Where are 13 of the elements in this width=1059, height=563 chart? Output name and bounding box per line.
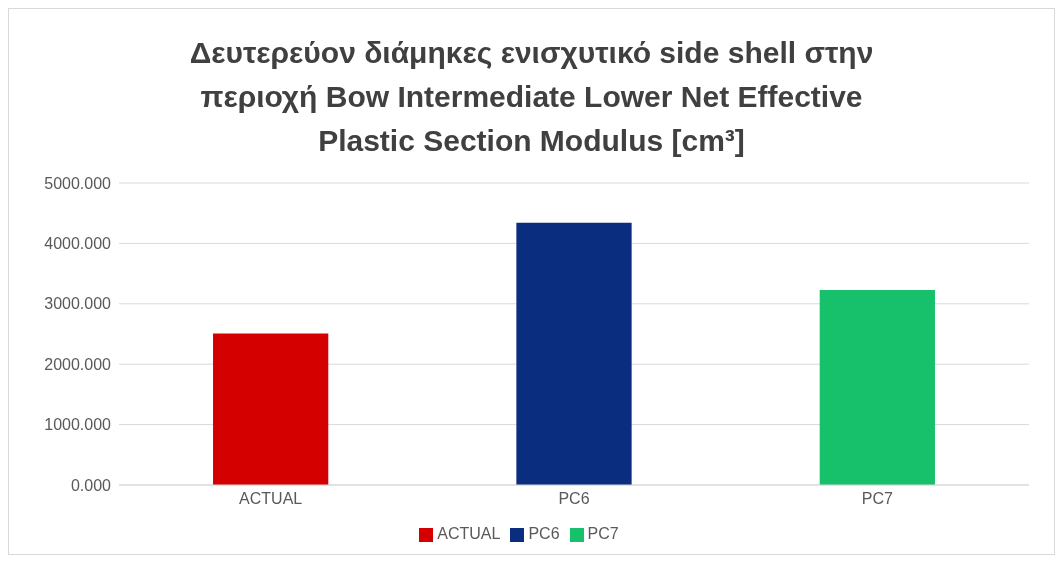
- legend-label: PC7: [587, 525, 619, 542]
- x-tick-label: ACTUAL: [239, 490, 303, 508]
- y-tick-label: 5000.000: [44, 174, 112, 192]
- y-tick-label: 2000.000: [44, 355, 112, 373]
- y-tick-label: 4000.000: [44, 235, 112, 253]
- legend-label: PC6: [528, 525, 560, 542]
- x-tick-label: PC6: [558, 490, 590, 508]
- chart-title: Δευτερεύον διάμηκες ενισχυτικό side shell στην περιοχή Bow Intermediate Lower Net Effective Plastic Section Modulus [cm³]: [188, 35, 875, 159]
- y-tick-label: 0.000: [70, 476, 112, 494]
- x-tick-label: PC7: [861, 490, 893, 508]
- y-tick-label: 3000.000: [44, 295, 112, 313]
- y-tick-label: 1000.000: [44, 416, 112, 434]
- legend-label: ACTUAL: [437, 525, 501, 542]
